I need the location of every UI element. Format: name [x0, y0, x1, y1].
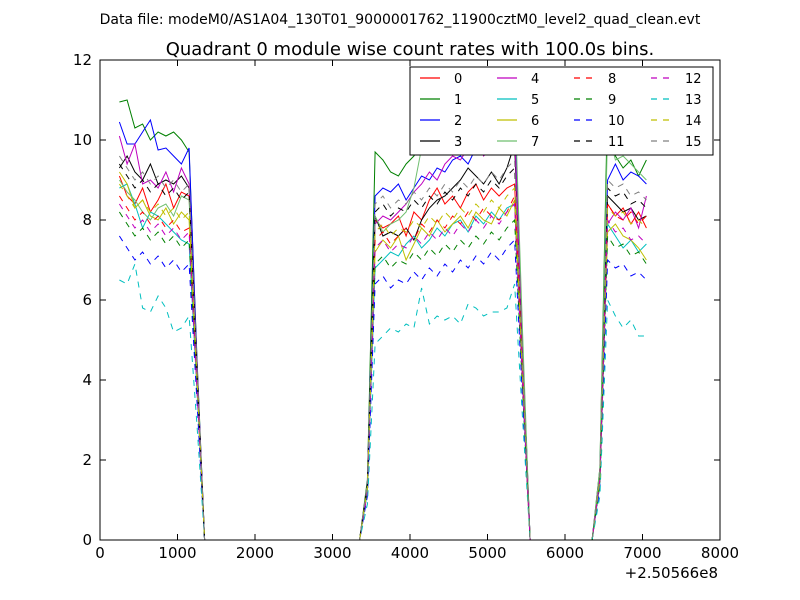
- y-tick-label: 8: [82, 211, 92, 229]
- series-line-3: [118, 143, 647, 541]
- legend-label-9: 9: [608, 93, 616, 108]
- x-tick-label: 5000: [468, 544, 506, 562]
- legend-label-10: 10: [608, 114, 625, 129]
- x-tick-label: 1000: [158, 544, 196, 562]
- x-tick-label: 7000: [623, 544, 661, 562]
- legend-label-11: 11: [608, 135, 625, 150]
- x-tick-label: 8000: [701, 544, 739, 562]
- x-offset-label: +2.50566e8: [625, 564, 718, 582]
- legend-label-0: 0: [454, 72, 462, 87]
- legend-label-2: 2: [454, 114, 462, 129]
- legend-box: [409, 66, 714, 156]
- y-tick-label: 4: [82, 371, 92, 389]
- legend-label-1: 1: [454, 93, 462, 108]
- series-line-8: [118, 195, 647, 541]
- series-line-15: [118, 155, 647, 541]
- series-line-9: [118, 211, 647, 541]
- series-line-1: [119, 99, 647, 541]
- x-tick-label: 0: [95, 544, 105, 562]
- series-line-6: [118, 171, 647, 541]
- series-layer: [118, 91, 647, 541]
- legend-label-3: 3: [454, 135, 462, 150]
- series-line-5: [119, 183, 647, 541]
- chart-title: Quadrant 0 module wise count rates with …: [166, 39, 655, 60]
- x-tick-label: 6000: [546, 544, 584, 562]
- legend-label-4: 4: [531, 72, 539, 87]
- y-tick-label: 10: [73, 131, 92, 149]
- legend-label-6: 6: [531, 114, 539, 129]
- legend-label-15: 15: [685, 135, 702, 150]
- series-line-7: [118, 91, 647, 541]
- series-line-12: [118, 202, 647, 541]
- legend-label-5: 5: [531, 93, 539, 108]
- axis-ticks: 0 1000 2000 3000 4000 5000 6000 7000 80000246810…: [73, 51, 739, 562]
- legend-label-7: 7: [531, 135, 539, 150]
- y-tick-label: 2: [82, 451, 92, 469]
- series-line-2: [118, 115, 647, 541]
- x-tick-label: 2000: [236, 544, 274, 562]
- series-line-4: [118, 130, 647, 541]
- series-line-11: [118, 163, 647, 541]
- x-tick-label: 3000: [313, 544, 351, 562]
- legend-label-13: 13: [685, 93, 702, 108]
- y-tick-label: 12: [73, 51, 92, 69]
- y-tick-label: 6: [82, 291, 92, 309]
- legend-label-12: 12: [685, 72, 702, 87]
- legend-label-14: 14: [685, 114, 702, 129]
- series-line-0: [118, 175, 647, 541]
- series-line-14: [118, 183, 647, 541]
- suptitle: Data file: modeM0/AS1A04_130T01_90000017…: [100, 12, 701, 28]
- x-tick-label: 4000: [391, 544, 429, 562]
- y-tick-label: 0: [82, 531, 92, 549]
- legend-label-8: 8: [608, 72, 616, 87]
